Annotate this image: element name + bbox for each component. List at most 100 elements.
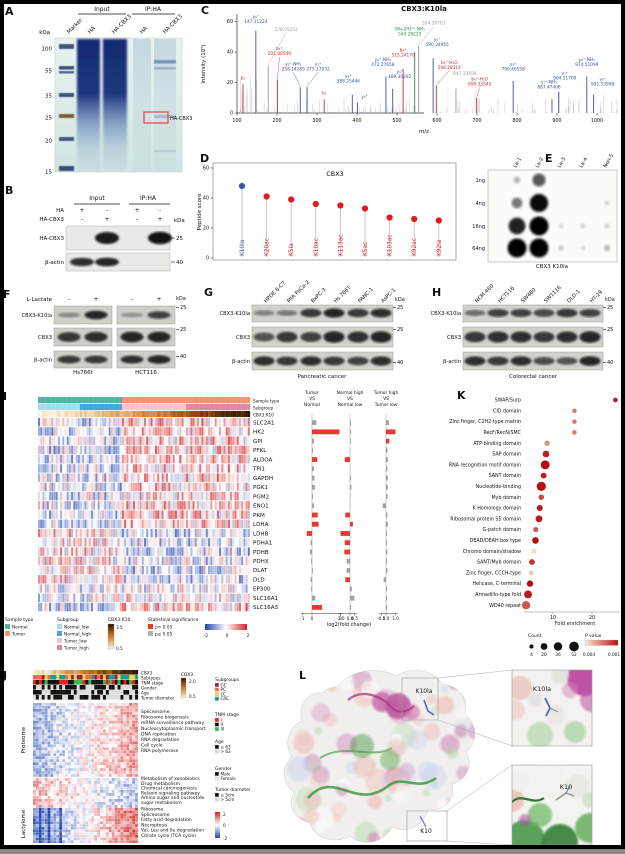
heatmap-cell xyxy=(129,547,131,555)
heatmap-cell xyxy=(212,566,214,574)
heatmap-cell xyxy=(132,733,135,736)
heatmap-cell xyxy=(132,747,135,750)
heatmap-cell xyxy=(103,840,106,843)
heatmap-cell xyxy=(109,768,112,771)
heatmap-cell xyxy=(111,464,113,472)
heatmap-cell xyxy=(45,455,47,463)
heatmap-cell xyxy=(235,584,237,592)
heatmap-cell xyxy=(135,832,138,835)
heatmap-cell xyxy=(106,709,109,712)
heatmap-cell xyxy=(97,727,100,730)
heatmap-cell xyxy=(60,501,62,509)
heatmap-cell xyxy=(235,436,237,444)
heatmap-cell xyxy=(91,483,93,491)
heatmap-cell xyxy=(120,455,122,463)
heatmap-cell xyxy=(144,473,146,481)
heatmap-cell xyxy=(123,793,126,796)
fold-change-bar xyxy=(383,503,386,508)
heatmap-cell xyxy=(80,744,83,747)
heatmap-cell xyxy=(38,520,40,528)
heatmap-cell xyxy=(53,762,56,765)
heatmap-cell xyxy=(155,418,157,426)
heatmap-cell xyxy=(91,715,94,718)
heatmap-cell xyxy=(112,840,115,843)
heatmap-cell xyxy=(121,709,124,712)
heatmap-cell xyxy=(59,832,62,835)
heatmap-cell xyxy=(197,594,199,602)
annotation-cbx3 xyxy=(77,670,80,675)
heatmap-cell xyxy=(248,492,250,500)
heatmap-cell xyxy=(86,835,89,838)
heatmap-cell xyxy=(49,603,51,611)
heatmap-cell xyxy=(246,427,248,435)
heatmap-cell xyxy=(42,739,45,742)
dot-blot-spot xyxy=(604,245,610,251)
heatmap-cell xyxy=(235,510,237,518)
heatmap-cell xyxy=(40,575,42,583)
heatmap-cell xyxy=(188,418,190,426)
heatmap-cell xyxy=(102,501,104,509)
annotation-diameter xyxy=(94,695,97,700)
heatmap-cell xyxy=(188,473,190,481)
heatmap-cell xyxy=(106,455,108,463)
heatmap-cell xyxy=(39,741,42,744)
heatmap-cell xyxy=(140,584,142,592)
heatmap-cell xyxy=(132,816,135,819)
annotation-subgroup xyxy=(102,404,104,410)
heatmap-cell xyxy=(232,575,234,583)
heatmap-cell xyxy=(115,796,118,799)
x-tick-label: 900 xyxy=(552,118,561,124)
heatmap-cell xyxy=(112,739,115,742)
heatmap-cell xyxy=(129,838,132,841)
heatmap-cell xyxy=(100,759,103,762)
heatmap-cell xyxy=(95,584,97,592)
heatmap-cell xyxy=(47,594,49,602)
heatmap-cell xyxy=(204,594,206,602)
heatmap-cell xyxy=(94,718,97,721)
heatmap-cell xyxy=(100,724,103,727)
heatmap-cell xyxy=(186,483,188,491)
heatmap-cell xyxy=(246,510,248,518)
heatmap-cell xyxy=(208,538,210,546)
heatmap-cell xyxy=(65,759,68,762)
fold-change-bar xyxy=(350,429,351,434)
heatmap-cell xyxy=(131,464,133,472)
heatmap-cell xyxy=(137,446,139,454)
heatmap-cell xyxy=(67,510,69,518)
heatmap-cell xyxy=(201,547,203,555)
heatmap-cell xyxy=(73,483,75,491)
heatmap-cell xyxy=(221,483,223,491)
heatmap-cell xyxy=(132,805,135,808)
heatmap-cell xyxy=(157,464,159,472)
domain-label: Helicase, C-terminal xyxy=(473,581,521,587)
heatmap-cell xyxy=(126,520,128,528)
heatmap-cell xyxy=(146,566,148,574)
heatmap-cell xyxy=(88,741,91,744)
heatmap-cell xyxy=(115,799,118,802)
heatmap-cell xyxy=(65,557,67,565)
heatmap-cell xyxy=(113,520,115,528)
heatmap-cell xyxy=(39,703,42,706)
heatmap-cell xyxy=(132,774,135,777)
annotation-sample-type xyxy=(153,397,155,403)
heatmap-cell xyxy=(42,427,44,435)
annotation-cbx3 xyxy=(71,670,74,675)
heatmap-cell xyxy=(87,584,89,592)
heatmap-cell xyxy=(48,787,51,790)
bar-tick-label: 0 xyxy=(311,616,314,621)
heatmap-cell xyxy=(80,813,83,816)
heatmap-cell xyxy=(62,840,65,843)
heatmap-cell xyxy=(142,594,144,602)
heatmap-cell xyxy=(59,824,62,827)
heatmap-cell xyxy=(195,446,197,454)
heatmap-cell xyxy=(76,436,78,444)
heatmap-cell xyxy=(144,436,146,444)
heatmap-cell xyxy=(98,446,100,454)
heatmap-cell xyxy=(83,813,86,816)
heatmap-cell xyxy=(59,813,62,816)
legend-item-label: Tumor xyxy=(11,631,26,637)
heatmap-cell xyxy=(86,827,89,830)
heatmap-cell xyxy=(83,733,86,736)
gene-label: ALDOA xyxy=(253,457,273,463)
heatmap-cell xyxy=(190,529,192,537)
